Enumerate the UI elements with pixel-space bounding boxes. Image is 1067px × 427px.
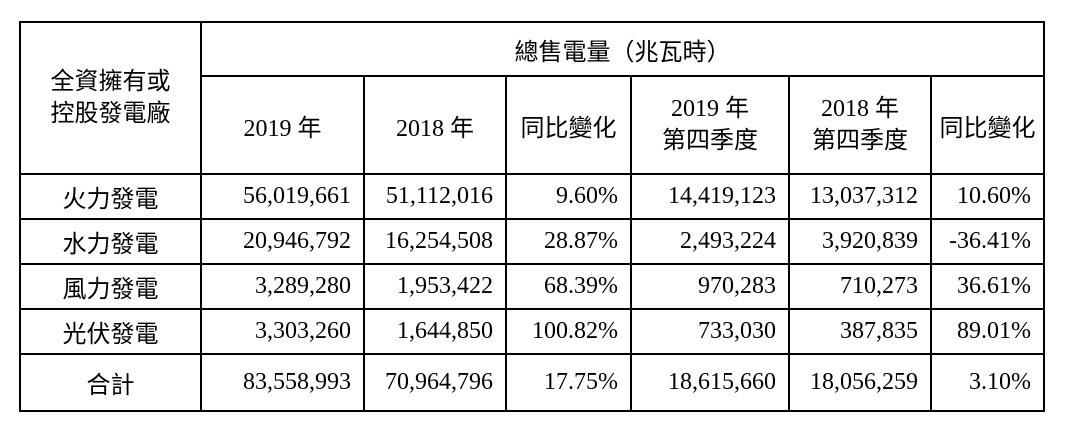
- row-label: 光伏發電: [19, 308, 202, 355]
- table-title: 總售電量（兆瓦時）: [199, 21, 1046, 77]
- total-cell-q4-2019: 18,615,660: [630, 353, 790, 412]
- cell-2019: 20,946,792: [200, 218, 365, 265]
- header-row-top: 全資擁有或 控股發電廠 總售電量（兆瓦時）: [19, 21, 1046, 175]
- col-header-2018: 2018 年: [363, 75, 507, 175]
- total-cell-yoy: 17.75%: [505, 353, 632, 412]
- cell-2019: 56,019,661: [200, 173, 365, 220]
- total-cell-q4-yoy: 3.10%: [929, 353, 1046, 412]
- cell-2018: 1,644,850: [363, 308, 507, 355]
- cell-2018: 1,953,422: [363, 263, 507, 310]
- row-group-header: 全資擁有或 控股發電廠: [19, 21, 202, 175]
- cell-q4-2019: 2,493,224: [630, 218, 790, 265]
- total-cell-2018: 70,964,796: [363, 353, 507, 412]
- col-header-yoy: 同比變化: [505, 75, 632, 175]
- table-row-thermal: 火力發電 56,019,661 51,112,016 9.60% 14,419,…: [19, 173, 1046, 220]
- row-label: 風力發電: [19, 263, 202, 310]
- cell-2019: 3,289,280: [200, 263, 365, 310]
- row-label: 火力發電: [19, 173, 202, 220]
- cell-q4-yoy: 89.01%: [929, 308, 1046, 355]
- cell-yoy: 28.87%: [505, 218, 632, 265]
- electricity-sales-table: 全資擁有或 控股發電廠 總售電量（兆瓦時） 2019 年 2018 年 同比變化…: [19, 21, 1046, 412]
- cell-q4-yoy: 36.61%: [929, 263, 1046, 310]
- cell-yoy: 9.60%: [505, 173, 632, 220]
- header-row-sub: 2019 年 2018 年 同比變化 2019 年 第四季度 2018 年 第四…: [20, 75, 1046, 175]
- cell-yoy: 68.39%: [505, 263, 632, 310]
- col-header-q4-2019: 2019 年 第四季度: [630, 75, 790, 175]
- cell-q4-2018: 3,920,839: [788, 218, 932, 265]
- cell-q4-2019: 733,030: [630, 308, 790, 355]
- cell-yoy: 100.82%: [505, 308, 632, 355]
- total-cell-q4-2018: 18,056,259: [788, 353, 932, 412]
- cell-q4-2018: 387,835: [788, 308, 932, 355]
- cell-q4-yoy: 10.60%: [929, 173, 1046, 220]
- cell-2019: 3,303,260: [200, 308, 365, 355]
- table-row-hydro: 水力發電 20,946,792 16,254,508 28.87% 2,493,…: [19, 218, 1046, 265]
- cell-q4-2018: 13,037,312: [788, 173, 932, 220]
- table-row-wind: 風力發電 3,289,280 1,953,422 68.39% 970,283 …: [19, 263, 1046, 310]
- col-header-2019: 2019 年: [200, 75, 365, 175]
- total-label: 合計: [19, 353, 202, 412]
- col-header-q4-2018: 2018 年 第四季度: [788, 75, 932, 175]
- cell-q4-2019: 14,419,123: [630, 173, 790, 220]
- table-row-solar: 光伏發電 3,303,260 1,644,850 100.82% 733,030…: [19, 308, 1046, 355]
- row-label: 水力發電: [19, 218, 202, 265]
- cell-q4-yoy: -36.41%: [929, 218, 1046, 265]
- cell-q4-2019: 970,283: [630, 263, 790, 310]
- col-header-q4-yoy: 同比變化: [929, 75, 1046, 175]
- total-cell-2019: 83,558,993: [200, 353, 365, 412]
- cell-q4-2018: 710,273: [788, 263, 932, 310]
- table-row-total: 合計 83,558,993 70,964,796 17.75% 18,615,6…: [19, 353, 1046, 412]
- cell-2018: 51,112,016: [363, 173, 507, 220]
- cell-2018: 16,254,508: [363, 218, 507, 265]
